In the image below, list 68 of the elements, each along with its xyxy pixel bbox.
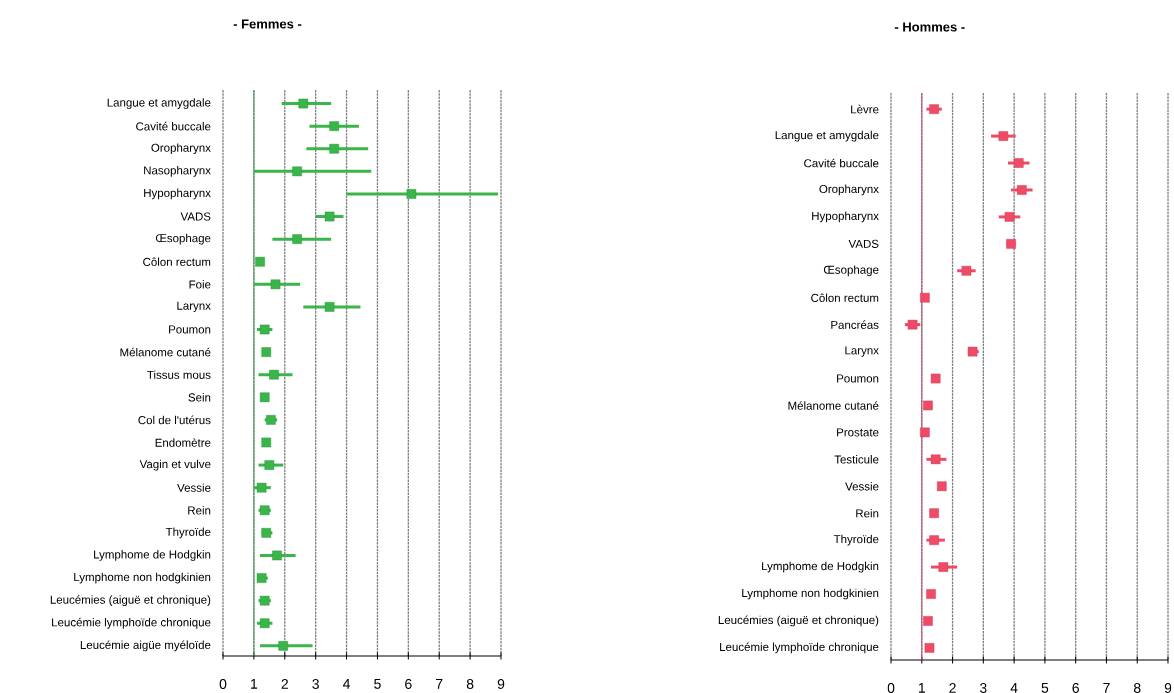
x-tick-label: 4	[1010, 683, 1018, 693]
y-tick-label: Mélanome cutané	[788, 401, 879, 410]
y-tick-label: Côlon rectum	[143, 257, 211, 266]
y-tick-label: Oropharynx	[819, 184, 879, 196]
y-tick-label: Langue et amygdale	[107, 98, 211, 109]
x-tick-label: 7	[1103, 683, 1110, 693]
x-tick-label: 6	[1072, 683, 1079, 693]
x-tick-label: 3	[312, 679, 319, 689]
y-tick-label: Rein	[856, 508, 879, 518]
y-tick-label: Vagin et vulve	[139, 459, 211, 471]
y-tick-label: Leucémie lymphoïde chronique	[52, 617, 211, 629]
chart-title: - Hommes -	[894, 22, 965, 32]
y-tick-label: Poumon	[169, 325, 211, 334]
y-tick-label: Foie	[189, 280, 211, 289]
y-tick-label: Sein	[188, 393, 211, 402]
y-tick-label: Mélanome cutané	[120, 347, 211, 357]
x-tick-label: 5	[1041, 683, 1049, 693]
y-tick-label: VADS	[848, 239, 879, 248]
y-tick-label: Œsophage	[823, 265, 879, 277]
y-tick-label: Oropharynx	[151, 143, 211, 155]
y-tick-label: Hypopharynx	[144, 188, 211, 200]
y-tick-label: Testicule	[834, 455, 879, 464]
y-tick-label: Lymphome non hodgkinien	[74, 572, 211, 584]
x-tick-label: 9	[1164, 683, 1172, 693]
y-tick-label: Leucémie aigüe myéloïde	[80, 640, 211, 652]
y-tick-label: Vessie	[845, 482, 879, 491]
y-tick-label: Larynx	[177, 301, 211, 313]
y-tick-label: Thyroïde	[833, 534, 879, 546]
y-tick-label: Nasopharynx	[144, 165, 211, 177]
x-tick-label: 8	[1133, 683, 1141, 693]
y-tick-label: Vessie	[177, 483, 211, 492]
y-tick-label: Thyroïde	[165, 527, 211, 539]
x-tick-label: 0	[887, 683, 895, 693]
y-tick-label: VADS	[180, 212, 211, 221]
y-tick-label: Larynx	[845, 346, 879, 357]
x-tick-label: 8	[466, 679, 474, 689]
x-tick-label: 6	[405, 679, 412, 689]
x-tick-label: 9	[497, 679, 505, 689]
x-tick-label: 3	[979, 683, 987, 693]
y-tick-label: Col de l'utérus	[138, 415, 211, 425]
x-tick-label: 2	[949, 683, 956, 693]
y-tick-label: Leucémie lymphoïde chronique	[720, 642, 879, 654]
x-tick-label: 4	[342, 679, 351, 689]
y-tick-label: Lymphome de Hodgkin	[94, 550, 211, 561]
y-tick-label: Côlon rectum	[811, 293, 879, 302]
x-tick-label: 5	[374, 679, 381, 689]
y-tick-label: Rein	[188, 506, 211, 515]
y-tick-label: Prostate	[837, 428, 879, 437]
y-tick-label: Œsophage	[155, 233, 211, 245]
y-tick-label: Tissus mous	[147, 370, 211, 379]
y-tick-label: Poumon	[837, 374, 879, 383]
y-tick-label: Hypopharynx	[812, 211, 879, 223]
y-tick-label: Lymphome de Hodgkin	[762, 561, 879, 573]
y-tick-label: Leucémies (aiguë et chronique)	[50, 595, 211, 607]
x-tick-label: 1	[251, 679, 258, 689]
y-tick-label: Lèvre	[851, 104, 879, 114]
x-tick-label: 0	[219, 679, 227, 689]
x-tick-label: 7	[436, 679, 443, 689]
y-tick-label: Pancréas	[831, 320, 879, 329]
x-tick-label: 1	[918, 683, 925, 693]
y-tick-label: Endomètre	[155, 438, 211, 447]
y-tick-label: Cavité buccale	[136, 121, 211, 131]
y-tick-label: Lymphome non hodgkinien	[742, 588, 879, 600]
chart-title: - Femmes -	[233, 19, 302, 29]
x-tick-label: 2	[281, 679, 288, 689]
y-tick-label: Cavité buccale	[804, 158, 879, 168]
y-tick-label: Langue et amygdale	[775, 130, 879, 142]
y-tick-label: Leucémies (aiguë et chronique)	[718, 615, 879, 627]
